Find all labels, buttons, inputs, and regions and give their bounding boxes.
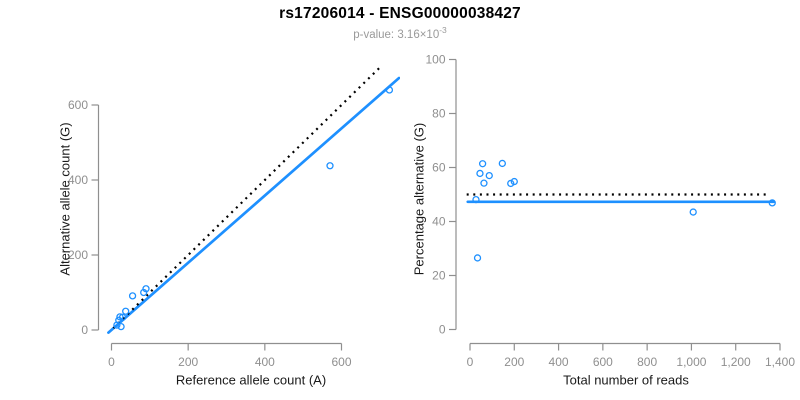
regression-fit-line: [107, 76, 400, 334]
x-tick-label: 1,000: [676, 355, 706, 369]
x-tick-label: 600: [331, 355, 351, 369]
data-point: [472, 195, 480, 204]
data-point: [118, 313, 127, 321]
y-tick-label: 200: [68, 248, 88, 262]
y-axis-title: Percentage alternative (G): [412, 123, 427, 275]
x-tick-label: 0: [467, 355, 474, 369]
x-tick-label: 200: [504, 355, 524, 369]
data-point: [510, 177, 518, 186]
y-tick-label: 0: [81, 323, 88, 337]
data-point: [473, 254, 482, 262]
data-point: [480, 179, 488, 187]
subtitle-pvalue-exponent: -3: [439, 25, 447, 35]
data-point: [507, 179, 515, 188]
left-scatter-plot: 0 200 400 600 0 200 400 600 Reference allele cou…: [58, 64, 400, 388]
y-tick-label: 400: [68, 173, 88, 187]
data-point: [476, 169, 484, 178]
y-tick-label: 60: [432, 161, 446, 175]
data-point: [478, 160, 487, 168]
data-point: [485, 171, 493, 180]
y-tick-label: 40: [432, 215, 446, 229]
x-axis-title: Total number of reads: [563, 373, 689, 388]
data-point: [768, 199, 776, 207]
y-tick-label: 600: [68, 98, 88, 112]
data-point: [116, 313, 124, 321]
y-tick-label: 100: [425, 53, 445, 67]
x-tick-label: 1,400: [765, 355, 795, 369]
data-point: [117, 322, 125, 331]
x-tick-label: 800: [637, 355, 657, 369]
subtitle-pvalue-text: p-value: 3.16×10: [353, 28, 440, 41]
y-tick-label: 80: [432, 107, 446, 121]
y-tick-label: 0: [439, 323, 446, 337]
y-tick-label: 20: [432, 269, 446, 283]
x-tick-label: 0: [108, 355, 115, 369]
plot-subtitle: p-value: 3.16×10-3: [0, 25, 800, 41]
data-point: [142, 285, 150, 293]
x-tick-label: 200: [178, 355, 198, 369]
data-point: [385, 86, 394, 94]
data-point: [689, 208, 697, 216]
x-tick-label: 1,200: [721, 355, 751, 369]
y-axis-title: Alternative allele count (G): [58, 122, 73, 275]
data-point: [498, 159, 506, 168]
data-point: [326, 162, 334, 170]
data-point: [122, 307, 130, 315]
identity-line: [112, 64, 383, 329]
plot-title: rs17206014 - ENSG00000038427: [279, 5, 521, 22]
data-point: [128, 292, 137, 300]
x-tick-label: 600: [593, 355, 613, 369]
right-scatter-plot: 0 200 400 600 800 1,000 1,200 1,400 0 20 40 60 80 100…: [412, 53, 796, 388]
x-axis-title: Reference allele count (A): [176, 373, 326, 388]
x-tick-label: 400: [549, 355, 569, 369]
x-tick-label: 400: [255, 355, 275, 369]
